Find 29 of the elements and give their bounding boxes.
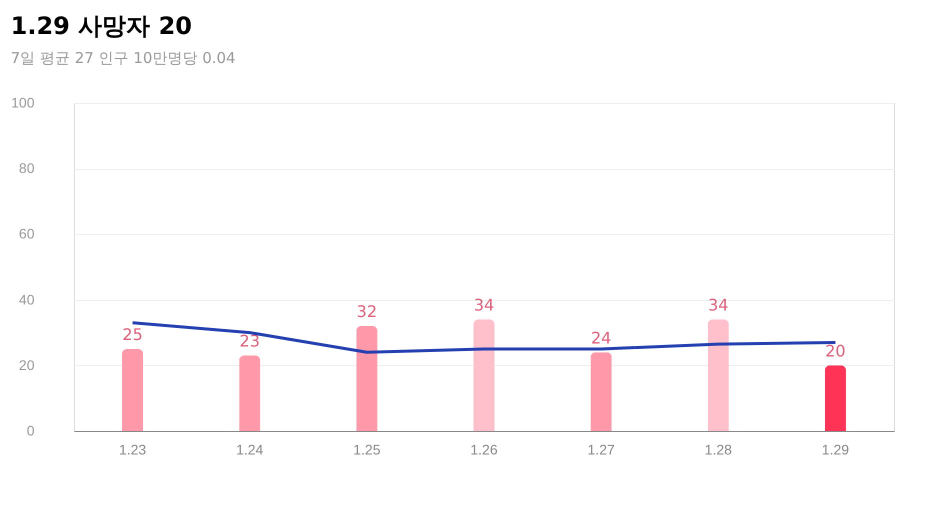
data-label: 34: [708, 295, 728, 314]
chart-subtitle: 7일 평균 27 인구 10만명당 0.04: [10, 49, 236, 67]
x-tick-label: 1.25: [353, 442, 381, 458]
data-label: 23: [240, 332, 260, 351]
data-label: 25: [122, 325, 143, 344]
y-tick-label: 0: [26, 422, 35, 438]
bar: [473, 319, 495, 431]
y-tick-label: 20: [18, 356, 35, 373]
y-tick-label: 40: [18, 291, 35, 308]
data-label: 34: [474, 295, 494, 314]
bar: [708, 319, 729, 431]
bar: [356, 326, 378, 431]
x-tick-label: 1.26: [470, 442, 498, 458]
y-tick-label: 80: [18, 160, 35, 176]
x-tick-label: 1.29: [822, 442, 850, 458]
data-label: 32: [356, 302, 378, 322]
data-label: 20: [825, 341, 846, 360]
x-tick-label: 1.24: [236, 442, 264, 458]
bar: [824, 365, 846, 431]
x-tick-label: 1.27: [588, 442, 615, 458]
y-tick-label: 60: [18, 226, 35, 242]
y-tick-label: 100: [11, 94, 35, 110]
chart-title: 1.29 사망자 20: [10, 12, 192, 40]
data-label: 24: [590, 328, 612, 348]
x-tick-label: 1.28: [704, 442, 732, 458]
bar: [239, 356, 260, 431]
bar: [590, 352, 612, 431]
bar: [122, 349, 144, 431]
x-tick-label: 1.23: [118, 442, 146, 458]
